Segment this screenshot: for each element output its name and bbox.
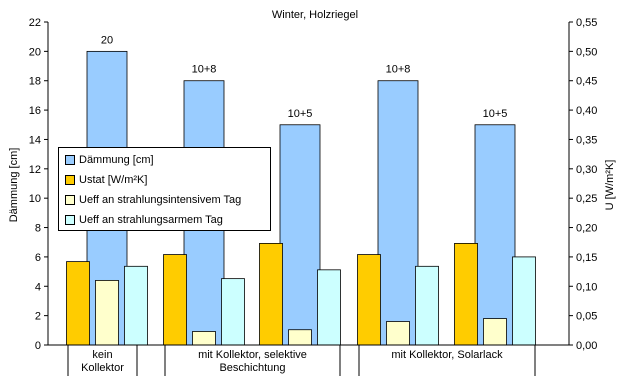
legend-swatch-ueff-intensiv <box>65 195 75 205</box>
left-tick-label-2: 4 <box>35 281 41 293</box>
bar-series0-1 <box>163 254 187 346</box>
right-tick-label-2: 0,10 <box>576 281 597 293</box>
bar-series1-4 <box>483 318 507 346</box>
left-tick-label-8: 16 <box>29 105 41 117</box>
legend-item-ustat: Ustat [W/m²K] <box>65 170 270 190</box>
category-label-2-0: mit Kollektor, Solarlack <box>391 349 503 361</box>
bar-series1-2 <box>288 329 312 346</box>
bar-dammung-3 <box>377 80 419 346</box>
right-tick-label-0: 0,00 <box>576 340 597 352</box>
bar-series0-3 <box>357 254 381 346</box>
right-tick-label-9: 0,45 <box>576 76 597 88</box>
bar-series0-4 <box>454 243 478 346</box>
legend-item-ueff-intensiv: Ueff an strahlungsintensivem Tag <box>65 190 270 210</box>
right-tick-label-5: 0,25 <box>576 193 597 205</box>
category-label-1-1: Beschichtung <box>219 362 285 374</box>
bar-dammung-2 <box>279 124 321 346</box>
y-axis-left-label: Dämmung [cm] <box>8 148 20 223</box>
y-axis-right-label: U [W/m²K] <box>604 160 616 211</box>
bar-series1-3 <box>386 321 410 346</box>
bar-dammung-4 <box>474 124 516 346</box>
bar-series2-4 <box>512 256 536 346</box>
right-axis-ticks: 0,00 0,05 0,10 0,15 0,20 0,25 0,30 0,35 0,40 0,45… <box>569 17 597 352</box>
right-tick-label-6: 0,30 <box>576 164 597 176</box>
left-tick-label-6: 12 <box>29 164 41 176</box>
left-tick-label-0: 0 <box>35 340 41 352</box>
legend-label-ueff-arm: Ueff an strahlungsarmem Tag <box>79 214 223 226</box>
category-label-0-0: kein <box>92 349 112 361</box>
bar-series2-1 <box>221 278 245 346</box>
category-label-0-1: Kollektor <box>81 362 124 374</box>
bar-series2-2 <box>317 269 341 346</box>
right-tick-label-3: 0,15 <box>576 252 597 264</box>
legend-item-ueff-arm: Ueff an strahlungsarmem Tag <box>65 210 270 230</box>
bar-series2-3 <box>415 265 439 346</box>
dammung-value-labels: 20 10+8 10+5 10+8 10+5 <box>101 34 508 119</box>
chart-title: Winter, Holzriegel <box>272 9 358 21</box>
left-axis-ticks: 0 2 4 6 8 10 12 14 16 18 20 22 <box>29 17 48 352</box>
u-value-bars <box>66 243 536 346</box>
axes <box>47 22 570 346</box>
value-label-2: 10+5 <box>288 108 313 120</box>
left-tick-label-4: 8 <box>35 223 41 235</box>
right-tick-label-1: 0,05 <box>576 311 597 323</box>
bar-series2-0 <box>124 265 148 346</box>
legend-swatch-ustat <box>65 175 75 185</box>
left-tick-label-9: 18 <box>29 76 41 88</box>
right-tick-label-8: 0,40 <box>576 105 597 117</box>
legend-label-dammung: Dämmung [cm] <box>79 154 154 166</box>
right-tick-label-7: 0,35 <box>576 134 597 146</box>
legend-swatch-ueff-arm <box>65 215 75 225</box>
value-label-3: 10+8 <box>386 64 411 76</box>
right-tick-label-4: 0,20 <box>576 223 597 235</box>
legend-swatch-dammung <box>65 155 75 165</box>
left-tick-label-1: 2 <box>35 311 41 323</box>
bar-series1-0 <box>95 279 119 346</box>
left-tick-label-11: 22 <box>29 17 41 29</box>
value-label-4: 10+5 <box>483 108 508 120</box>
left-tick-label-10: 20 <box>29 46 41 58</box>
bar-series1-1 <box>192 331 216 346</box>
bar-series0-2 <box>259 243 283 346</box>
bar-series0-0 <box>66 261 90 346</box>
legend: Dämmung [cm] Ustat [W/m²K] Ueff an strah… <box>58 147 271 231</box>
category-label-1-0: mit Kollektor, selektive <box>198 349 307 361</box>
legend-label-ustat: Ustat [W/m²K] <box>79 174 148 186</box>
value-label-0: 20 <box>101 34 113 46</box>
left-tick-label-5: 10 <box>29 193 41 205</box>
right-tick-label-11: 0,55 <box>576 17 597 29</box>
left-tick-label-7: 14 <box>29 134 41 146</box>
legend-item-dammung: Dämmung [cm] <box>65 150 270 170</box>
legend-label-ueff-intensiv: Ueff an strahlungsintensivem Tag <box>79 194 242 206</box>
left-tick-label-3: 6 <box>35 252 41 264</box>
right-tick-label-10: 0,50 <box>576 46 597 58</box>
value-label-1: 10+8 <box>192 64 217 76</box>
